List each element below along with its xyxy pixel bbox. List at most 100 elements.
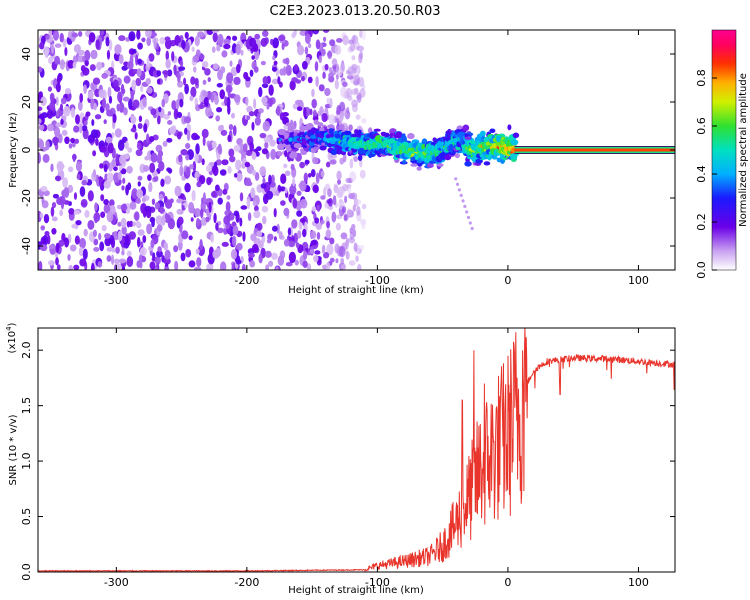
signal-blob xyxy=(510,139,519,146)
noise-blob xyxy=(204,68,211,76)
noise-blob xyxy=(38,124,45,131)
noise-blob xyxy=(216,82,223,88)
noise-blob xyxy=(347,95,353,101)
noise-blob xyxy=(184,83,189,95)
noise-blob xyxy=(312,184,319,194)
noise-blob xyxy=(229,212,235,221)
noise-blob xyxy=(336,37,343,43)
noise-blob xyxy=(300,75,305,82)
noise-blob xyxy=(310,168,316,178)
noise-blob xyxy=(46,123,54,132)
noise-blob xyxy=(139,246,147,257)
y-tick-label: 1.5 xyxy=(20,397,33,415)
noise-blob xyxy=(273,60,278,66)
noise-blob xyxy=(208,111,214,117)
noise-blob xyxy=(114,128,122,138)
noise-blob xyxy=(120,83,125,93)
y-tick-label: 2.0 xyxy=(20,341,33,359)
noise-blob xyxy=(211,140,217,149)
noise-blob xyxy=(256,146,262,152)
noise-blob xyxy=(113,258,120,265)
noise-blob xyxy=(227,134,232,143)
x-tick-label: 100 xyxy=(628,576,649,589)
signal-blob xyxy=(290,150,297,157)
noise-blob xyxy=(260,183,267,189)
noise-blob xyxy=(212,165,216,173)
noise-blob xyxy=(225,201,231,213)
noise-blob xyxy=(108,39,113,51)
noise-blob xyxy=(296,190,302,196)
noise-blob xyxy=(136,142,142,150)
noise-blob xyxy=(164,266,170,270)
noise-blob xyxy=(315,39,321,50)
noise-blob xyxy=(54,43,62,48)
noise-blob xyxy=(335,222,342,231)
noise-blob xyxy=(164,175,172,185)
noise-blob xyxy=(245,96,249,106)
noise-blob xyxy=(327,188,332,197)
noise-blob xyxy=(193,66,197,73)
noise-blob xyxy=(206,30,214,35)
noise-blob xyxy=(302,228,307,238)
noise-blob xyxy=(205,208,210,217)
noise-blob xyxy=(255,151,260,157)
noise-blob xyxy=(334,45,342,56)
signal-blob xyxy=(358,147,366,155)
noise-blob xyxy=(156,78,161,85)
noise-blob xyxy=(232,225,239,236)
signal-blob xyxy=(334,133,341,139)
noise-blob xyxy=(251,151,257,160)
noise-blob xyxy=(141,197,146,203)
noise-blob xyxy=(219,89,226,100)
noise-blob xyxy=(145,30,152,38)
noise-blob xyxy=(91,119,95,126)
noise-blob xyxy=(345,177,352,183)
noise-blob xyxy=(342,81,348,88)
noise-blob xyxy=(189,95,194,102)
noise-blob xyxy=(79,237,86,249)
y-tick-label: 0.5 xyxy=(20,508,33,526)
noise-blob xyxy=(173,64,177,76)
noise-blob xyxy=(183,116,192,124)
noise-blob xyxy=(117,230,123,242)
noise-blob xyxy=(39,42,45,50)
noise-blob xyxy=(164,38,172,50)
signal-blob xyxy=(357,154,363,162)
noise-blob xyxy=(229,155,236,163)
noise-blob xyxy=(333,185,339,194)
noise-blob xyxy=(181,39,186,50)
noise-blob xyxy=(303,106,307,118)
noise-blob xyxy=(190,86,197,98)
signal-blob xyxy=(319,145,327,151)
noise-blob xyxy=(226,72,234,84)
noise-blob xyxy=(113,166,118,172)
noise-blob xyxy=(143,123,148,133)
noise-blob xyxy=(68,208,75,215)
noise-blob xyxy=(339,157,345,165)
noise-blob xyxy=(249,141,255,152)
noise-blob xyxy=(304,33,311,45)
noise-blob xyxy=(345,87,353,98)
noise-blob xyxy=(52,193,60,199)
noise-blob xyxy=(178,154,183,163)
noise-blob xyxy=(99,163,104,169)
noise-blob xyxy=(258,253,263,264)
noise-blob xyxy=(227,86,231,98)
noise-blob xyxy=(48,260,55,266)
noise-blob xyxy=(260,37,268,47)
noise-blob xyxy=(51,201,57,209)
noise-blob xyxy=(327,151,333,161)
noise-blob xyxy=(129,220,134,227)
noise-blob xyxy=(217,197,223,205)
noise-blob xyxy=(256,230,263,238)
noise-blob xyxy=(196,257,202,267)
noise-blob xyxy=(138,254,143,265)
noise-blob xyxy=(246,115,251,121)
noise-blob xyxy=(258,86,263,98)
y-tick-label: 40 xyxy=(20,47,33,61)
noise-blob xyxy=(62,177,69,189)
noise-blob xyxy=(164,36,171,42)
noise-blob xyxy=(190,76,196,85)
noise-blob xyxy=(195,49,201,58)
noise-blob xyxy=(90,262,95,270)
